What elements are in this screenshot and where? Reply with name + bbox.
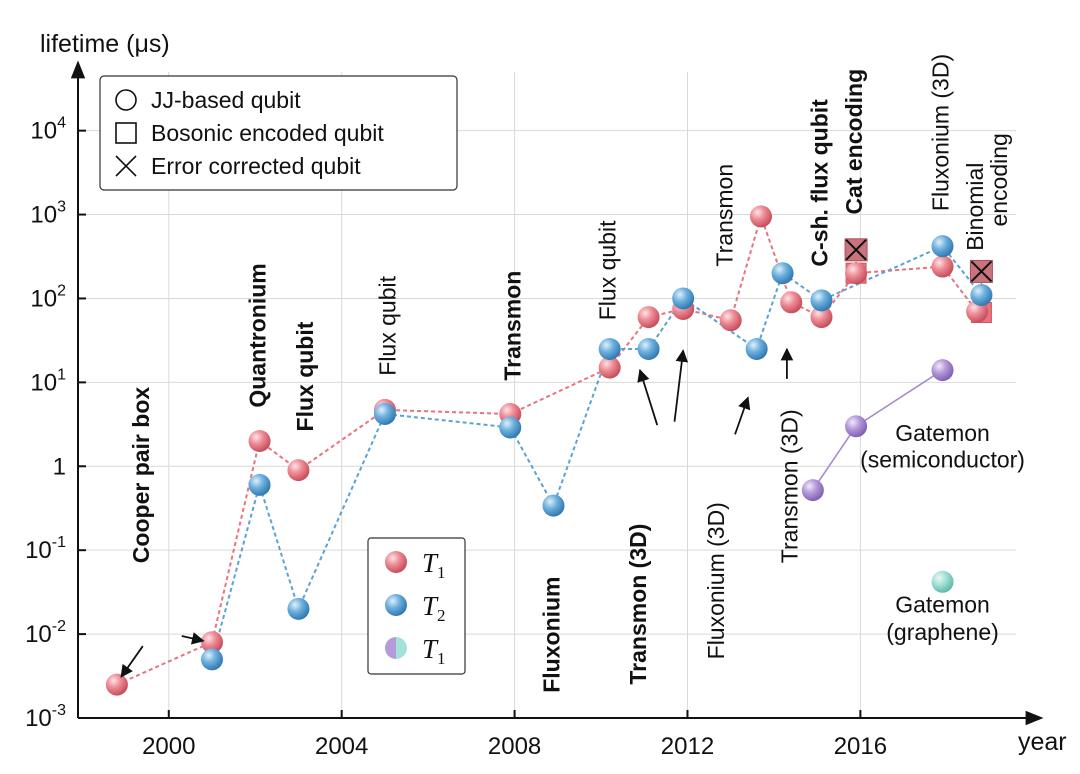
point-T1-10 <box>749 205 772 228</box>
annotation-4: Transmon <box>500 271 526 381</box>
annotation-10: Transmon (3D) <box>776 409 802 563</box>
marker-legend: JJ-based qubit Bosonic encoded qubit Error… <box>99 75 458 191</box>
annotations: Cooper pair box Quantronium Flux qubit Flux… <box>128 54 1025 693</box>
annotation-16: Gatemon <box>895 420 990 446</box>
point-T2-10 <box>771 262 794 285</box>
point-T1-2 <box>248 430 271 453</box>
point-T2-3 <box>373 402 396 425</box>
y-tick-label-7: 104 <box>30 115 66 145</box>
point-T1-9 <box>719 309 742 332</box>
x-tick-label-3: 2012 <box>661 733 714 760</box>
annotation-6: Flux qubit <box>595 220 621 320</box>
annotation-5: Fluxonium <box>539 576 565 692</box>
y-tick-label-1: 10-2 <box>25 618 66 648</box>
point-T2-11 <box>810 289 833 312</box>
x-tick-label-4: 2016 <box>834 733 887 760</box>
point-T1-1 <box>201 631 223 654</box>
point-T2-12 <box>931 235 954 258</box>
marker-legend-label-2: Error corrected qubit <box>151 153 361 179</box>
annotation-0: Cooper pair box <box>128 387 154 564</box>
marker-legend-label-1: Bosonic encoded qubit <box>151 120 384 146</box>
point-T1_gatemon-1 <box>845 415 868 438</box>
point-T1-7 <box>637 306 660 329</box>
point-T1-15 <box>966 300 989 323</box>
arrow-4 <box>734 396 751 435</box>
point-T1-3 <box>287 459 310 482</box>
point-T2-8 <box>672 287 695 310</box>
arrow-0 <box>120 645 144 678</box>
annotation-7: Transmon (3D) <box>625 524 651 685</box>
point-T1-11 <box>780 291 803 314</box>
arrow-2 <box>637 368 659 426</box>
point-T2-9 <box>745 337 768 360</box>
annotation-19: (graphene) <box>886 619 999 645</box>
tick-labels: 10-3 10-2 10-1 1 101 102 103 104 2000 2004 2008 201… <box>25 30 1067 760</box>
y-tick-label-2: 10-1 <box>25 534 66 564</box>
marker-legend-box <box>99 75 458 191</box>
series-legend-label-2: T1 <box>422 634 446 668</box>
point-T1-14 <box>931 255 954 278</box>
series-legend-box <box>367 537 466 675</box>
error-corrected-marker-0 <box>844 238 868 262</box>
x-axis-title: year <box>1018 728 1067 756</box>
point-T1_gatemon-2 <box>931 359 954 382</box>
y-tick-label-3: 1 <box>53 453 66 480</box>
legend-circle-icon <box>115 89 137 111</box>
axes <box>70 60 1044 726</box>
legend-square-icon <box>115 122 137 144</box>
point-T2-6 <box>598 337 621 360</box>
y-axis-title: lifetime (μs) <box>40 30 170 58</box>
y-tick-label-6: 103 <box>30 199 66 229</box>
series-line-T1 <box>116 213 978 686</box>
point-T2-1 <box>248 473 271 496</box>
y-tick-label-4: 101 <box>30 366 66 396</box>
annotation-13: Fluxonium (3D) <box>928 54 954 211</box>
x-tick-label-1: 2004 <box>315 733 368 760</box>
point-T2-5 <box>542 494 565 517</box>
annotation-12: Cat encoding <box>841 69 867 215</box>
x-tick-label-0: 2000 <box>142 733 195 760</box>
annotation-arrows <box>120 347 794 678</box>
arrow-1 <box>181 632 205 645</box>
annotation-3: Flux qubit <box>374 275 400 375</box>
x-tick-label-2: 2008 <box>488 733 541 760</box>
point-T2-13 <box>970 283 993 306</box>
annotation-15: encoding <box>986 133 1012 226</box>
series-legend-marker-0 <box>385 551 407 573</box>
point-T1_graphene-0 <box>931 570 954 593</box>
annotation-11: C-sh. flux qubit <box>807 99 833 267</box>
series-legend-marker-2 <box>385 637 407 659</box>
point-T1-13 <box>845 262 868 285</box>
series-legend: T1 T2 T1 <box>367 537 466 675</box>
point-T2-7 <box>637 337 660 360</box>
annotation-17: (semiconductor) <box>860 446 1025 472</box>
marker-legend-label-0: JJ-based qubit <box>151 87 301 113</box>
error-corrected-marker-1 <box>969 259 993 283</box>
data-points <box>105 205 993 696</box>
annotation-9: Fluxonium (3D) <box>703 502 729 659</box>
arrow-3 <box>673 349 689 422</box>
annotation-2: Flux qubit <box>292 321 318 431</box>
point-T1_gatemon-0 <box>801 479 824 502</box>
series-legend-label-0: T1 <box>422 548 446 582</box>
annotation-8: Transmon <box>711 164 737 267</box>
annotation-14: Binomial <box>962 163 988 251</box>
point-T2-2 <box>287 597 310 620</box>
series-legend-marker-1 <box>385 594 407 616</box>
point-T2-0 <box>201 648 223 671</box>
annotation-1: Quantronium <box>245 263 271 407</box>
series-legend-label-1: T2 <box>422 591 446 625</box>
point-T1-12 <box>810 306 833 329</box>
legend-cross-icon <box>115 155 137 177</box>
point-T2-4 <box>499 416 522 439</box>
annotation-18: Gatemon <box>895 592 990 618</box>
y-tick-label-0: 10-3 <box>25 702 66 732</box>
point-T1-0 <box>105 673 128 696</box>
point-T1-6 <box>598 356 621 379</box>
y-tick-label-5: 102 <box>30 282 66 312</box>
